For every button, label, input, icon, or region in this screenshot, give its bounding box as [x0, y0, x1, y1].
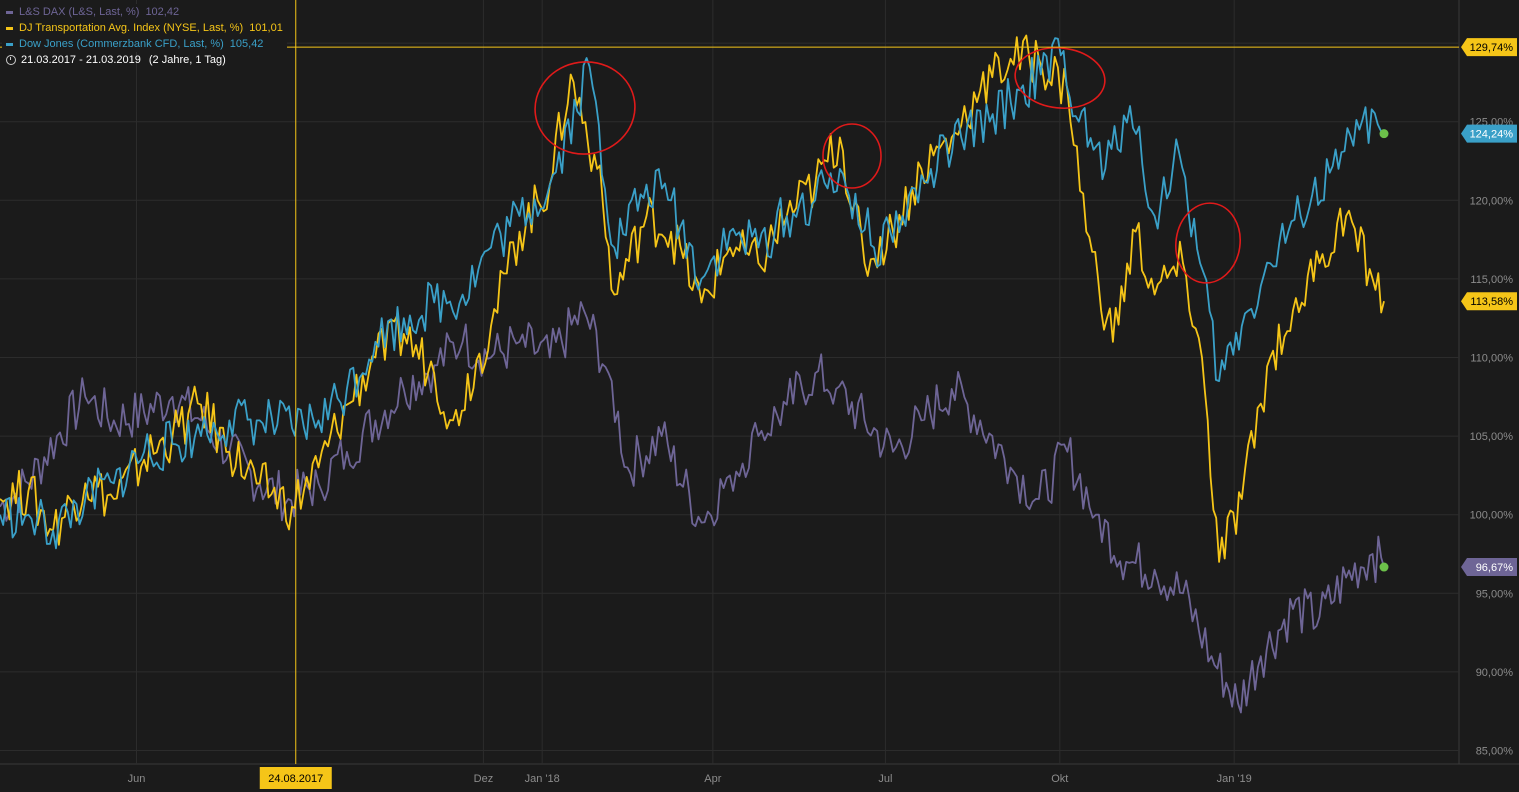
- legend-value-dowjones: 105,42: [229, 38, 264, 50]
- series-line-dow-jones: [0, 37, 1385, 550]
- crosshair-date-label-bg: [259, 767, 332, 789]
- grid: [0, 0, 1519, 765]
- y-tick-label: 115,00%: [1470, 274, 1513, 286]
- time-range[interactable]: 21.03.2017 - 21.03.2019 (2 Jahre, 1 Tag): [2, 52, 287, 68]
- end-label: 96,67%: [1476, 562, 1514, 574]
- x-tick-label: Dez: [474, 773, 494, 785]
- legend-value-transport: 101,01: [249, 22, 283, 34]
- x-tick-label: Apr: [704, 773, 721, 785]
- legend-item-transport[interactable]: DJ Transportation Avg. Index (NYSE, Last…: [2, 20, 287, 36]
- x-axis: Jun Dez Jan '18 Apr Jul Okt Jan '19: [128, 773, 1252, 785]
- y-tick-label: 120,00%: [1470, 195, 1514, 207]
- end-label-bg: [1461, 124, 1517, 143]
- y-tick-label: 95,00%: [1476, 588, 1514, 600]
- y-tick-label: 105,00%: [1470, 431, 1514, 443]
- crosshair-value-label-bg: [1461, 38, 1517, 57]
- end-label-bg: [1461, 558, 1517, 577]
- annotations: [534, 46, 1241, 284]
- crosshair-value-label: 129,74%: [1470, 42, 1514, 54]
- end-dot: [1379, 129, 1389, 139]
- series-line-dj-transportation: [0, 34, 1385, 563]
- annotation-circle: [822, 123, 882, 189]
- time-range-dates: 21.03.2017 - 21.03.2019: [21, 54, 141, 66]
- annotation-circle: [534, 61, 636, 155]
- legend-label-dowjones: Dow Jones (Commerzbank CFD, Last, %): [19, 38, 224, 50]
- y-tick-label: 100,00%: [1470, 510, 1514, 522]
- end-label: 113,58%: [1470, 296, 1513, 308]
- annotation-circle: [1014, 46, 1106, 110]
- x-tick-label: Jun: [128, 773, 146, 785]
- end-label: 124,24%: [1470, 129, 1514, 141]
- x-tick-label: Jul: [878, 773, 892, 785]
- end-labels: 124,24% 113,58% 96,67%: [1461, 124, 1517, 577]
- legend-item-dowjones[interactable]: Dow Jones (Commerzbank CFD, Last, %) 105…: [2, 36, 287, 52]
- legend-value-dax: 102,42: [145, 6, 180, 18]
- legend-label-dax: L&S DAX (L&S, Last, %): [19, 6, 140, 18]
- y-tick-label: 90,00%: [1476, 667, 1514, 679]
- x-tick-label: Jan '19: [1217, 773, 1252, 785]
- legend: L&S DAX (L&S, Last, %) 102,42 DJ Transpo…: [2, 4, 287, 68]
- legend-swatch-dax: [6, 10, 13, 14]
- legend-label-transport: DJ Transportation Avg. Index (NYSE, Last…: [19, 22, 244, 34]
- series-lines: [0, 34, 1389, 714]
- x-tick-label: Jan '18: [525, 773, 560, 785]
- y-tick-label: 85,00%: [1476, 746, 1514, 758]
- y-axis: 85,00% 90,00% 95,00% 100,00% 105,00% 110,00% 1…: [1470, 38, 1514, 757]
- annotation-circle: [1175, 202, 1241, 284]
- end-dot: [1379, 562, 1389, 572]
- x-tick-label: Okt: [1051, 773, 1068, 785]
- legend-swatch-dowjones: [6, 42, 13, 46]
- legend-swatch-transport: [6, 26, 13, 30]
- series-line-l-s-dax: [0, 301, 1385, 714]
- legend-item-dax[interactable]: L&S DAX (L&S, Last, %) 102,42: [2, 4, 287, 20]
- end-label-bg: [1461, 292, 1517, 311]
- time-range-duration: (2 Jahre, 1 Tag): [148, 54, 226, 66]
- clock-icon: [6, 55, 16, 65]
- crosshair-date-label: 24.08.2017: [268, 773, 323, 785]
- y-tick-label: 110,00%: [1470, 353, 1513, 365]
